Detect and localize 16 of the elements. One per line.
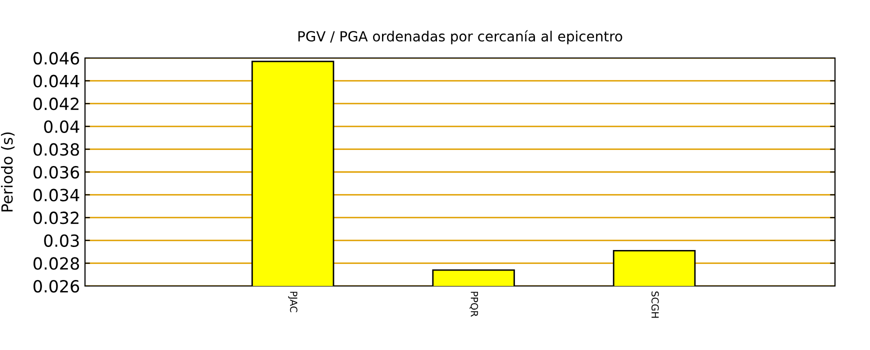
y-tick-label: 0.042 [34, 98, 78, 110]
y-tick-label: 0.034 [34, 188, 80, 202]
y-tick-label: 0.038 [34, 143, 79, 156]
x-tick-label: SCGH [651, 292, 659, 318]
y-tick-label: 0.044 [34, 74, 80, 88]
x-tick-label: PJAC [288, 292, 298, 312]
y-tick-label: 0.036 [34, 166, 80, 179]
y-tick-label: 0.046 [34, 52, 80, 65]
x-tick-label: PPQR [470, 292, 478, 317]
chart-title: PGV / PGA ordenadas por cercanía al epicentro [298, 30, 622, 44]
y-tick-label: 0.03 [44, 234, 79, 247]
y-tick-label: 0.026 [34, 280, 80, 293]
y-tick-label: 0.028 [34, 257, 79, 270]
y-axis-title: Periodo (s) [0, 132, 15, 212]
y-tick-label: 0.032 [34, 212, 78, 224]
y-tick-label: 0.04 [44, 120, 80, 133]
